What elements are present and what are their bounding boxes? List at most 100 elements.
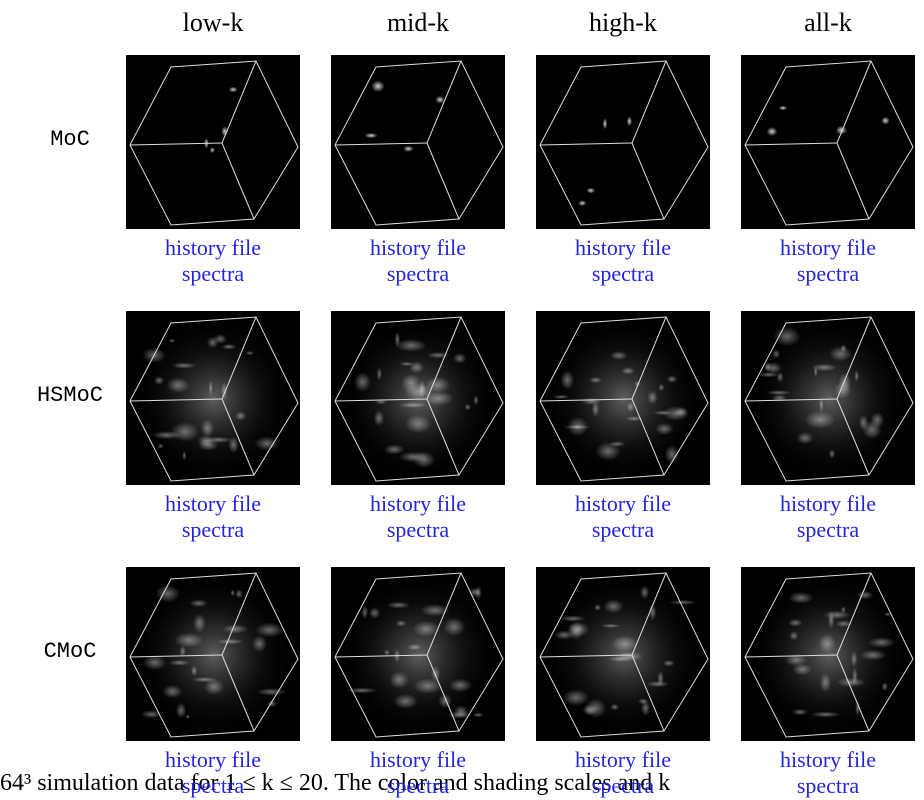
blob (667, 375, 678, 383)
blob (174, 633, 203, 648)
blob (618, 652, 643, 662)
link[interactable]: spectra (126, 261, 300, 287)
blob (860, 650, 886, 661)
render-image (741, 55, 915, 229)
blob (182, 451, 186, 461)
blob (229, 87, 238, 93)
blob (663, 660, 675, 666)
blob (589, 377, 602, 384)
link[interactable]: history file (536, 491, 710, 517)
blob (204, 679, 224, 695)
blob (553, 395, 570, 399)
link[interactable]: spectra (331, 517, 505, 543)
link[interactable]: spectra (536, 773, 710, 799)
link[interactable]: history file (536, 235, 710, 261)
link-group: history filespectra (741, 747, 915, 799)
link[interactable]: history file (741, 235, 915, 261)
blob (152, 431, 181, 439)
link[interactable]: history file (331, 235, 505, 261)
link-group: history filespectra (536, 235, 710, 287)
link-group: history filespectra (741, 235, 915, 287)
blob (222, 624, 248, 633)
blob (819, 634, 836, 653)
blob (581, 398, 601, 405)
blob (364, 133, 378, 139)
blob (377, 367, 382, 381)
background (536, 55, 710, 229)
blob (221, 344, 236, 350)
blob (143, 655, 167, 670)
blob (881, 682, 888, 691)
blob (773, 326, 801, 346)
blob (154, 376, 164, 385)
cell: history filespectra (331, 311, 505, 543)
render-image (741, 311, 915, 485)
blob (820, 673, 832, 693)
link[interactable]: spectra (741, 773, 915, 799)
link-group: history filespectra (331, 491, 505, 543)
blob (788, 619, 802, 627)
link[interactable]: history file (741, 747, 915, 773)
row-label: MoC (20, 127, 120, 152)
link[interactable]: spectra (741, 517, 915, 543)
link[interactable]: spectra (536, 517, 710, 543)
link[interactable]: history file (536, 747, 710, 773)
link[interactable]: history file (331, 491, 505, 517)
render-image (331, 55, 505, 229)
blob (172, 363, 197, 369)
link[interactable]: spectra (331, 261, 505, 287)
link[interactable]: history file (741, 491, 915, 517)
background (741, 55, 915, 229)
blob (777, 372, 784, 383)
blob (157, 444, 163, 449)
blob (369, 607, 381, 619)
blob (609, 441, 625, 446)
blob (600, 624, 621, 628)
blob (216, 639, 244, 645)
link-group: history filespectra (331, 235, 505, 287)
blob (235, 411, 247, 421)
background (331, 55, 505, 229)
blob (603, 118, 608, 129)
blob (398, 402, 427, 408)
link[interactable]: spectra (126, 773, 300, 799)
blob (346, 688, 378, 694)
column-header: high-k (536, 8, 710, 38)
blob (789, 631, 798, 640)
blob (354, 372, 371, 392)
link[interactable]: spectra (536, 261, 710, 287)
cell: history filespectra (741, 567, 915, 799)
blob (766, 390, 791, 395)
render-image (331, 311, 505, 485)
blob (186, 715, 190, 719)
link[interactable]: history file (126, 491, 300, 517)
link[interactable]: history file (126, 235, 300, 261)
cell: history filespectra (331, 55, 505, 287)
row-label: CMoC (20, 639, 120, 664)
link[interactable]: spectra (331, 773, 505, 799)
blob (399, 362, 414, 367)
blob (568, 621, 590, 636)
blob (655, 423, 674, 435)
blob (252, 635, 267, 652)
link[interactable]: spectra (126, 517, 300, 543)
cell: history filespectra (536, 311, 710, 543)
blob (209, 380, 213, 396)
link[interactable]: spectra (741, 261, 915, 287)
blob (646, 681, 669, 687)
background (126, 55, 300, 229)
link[interactable]: history file (331, 747, 505, 773)
blob (868, 637, 895, 648)
blob (387, 602, 410, 609)
blob (814, 366, 818, 377)
blob (603, 599, 623, 613)
blob (851, 651, 858, 667)
blob (841, 606, 846, 613)
render-image (536, 567, 710, 741)
blob (560, 615, 586, 621)
blob (881, 117, 889, 125)
link[interactable]: history file (126, 747, 300, 773)
